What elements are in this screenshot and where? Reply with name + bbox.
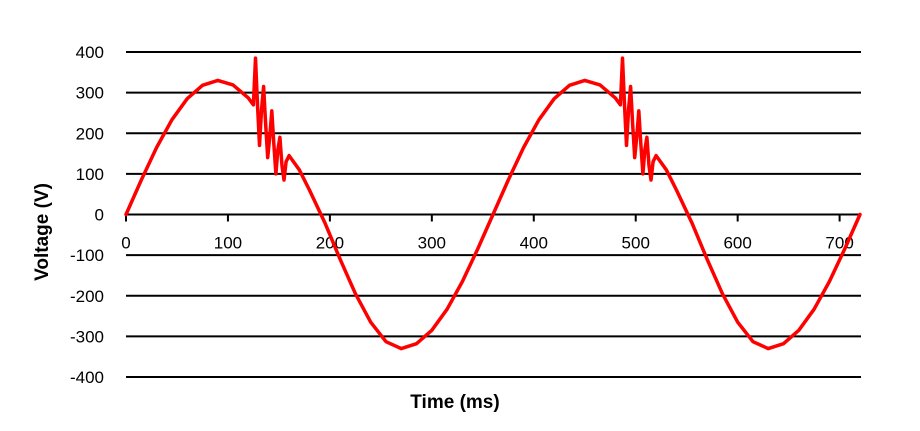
y-tick-label: 300 [76, 84, 104, 103]
voltage-series-line [124, 56, 862, 351]
y-tick-labels: 400 300 200 100 0 -100 -200 -300 -400 [70, 43, 104, 387]
x-tick-label: 300 [418, 234, 446, 253]
x-axis-title: Time (ms) [410, 392, 499, 413]
y-tick-label: 100 [76, 165, 104, 184]
y-axis-title: Voltage (V) [32, 183, 53, 281]
y-tick-label: -400 [70, 368, 104, 387]
y-tick-label: -200 [70, 287, 104, 306]
x-tick-label: 600 [723, 234, 751, 253]
y-tick-label: 400 [76, 43, 104, 62]
y-tick-label: 200 [76, 124, 104, 143]
x-tick-label: 0 [121, 234, 130, 253]
y-tick-label: -100 [70, 246, 104, 265]
y-tick-label: -300 [70, 327, 104, 346]
x-tick-label: 100 [214, 234, 242, 253]
x-tick-label: 400 [520, 234, 548, 253]
series-layer [124, 56, 862, 351]
y-tick-label: 0 [95, 206, 104, 225]
x-tick-label: 500 [622, 234, 650, 253]
x-tick-labels: 0 100 200 300 400 500 600 700 [121, 234, 854, 253]
